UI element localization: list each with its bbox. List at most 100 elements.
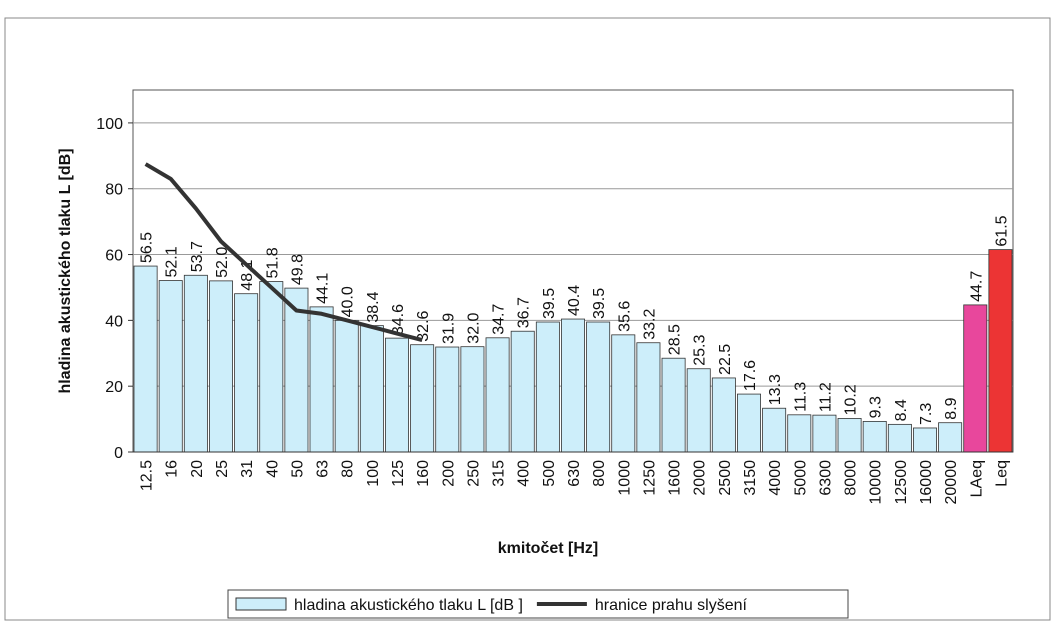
x-tick-label: 1600	[667, 460, 684, 496]
x-tick-label: 16	[164, 460, 181, 478]
bar	[359, 325, 384, 453]
x-tick-label: LAeq	[968, 460, 985, 497]
x-tick-label: 400	[516, 460, 533, 487]
x-tick-label: 20	[189, 460, 206, 478]
x-tick-label: 63	[315, 460, 332, 478]
y-axis-label: hladina akustického tlaku L [dB]	[57, 148, 74, 393]
data-label: 22.5	[717, 344, 734, 375]
data-label: 44.1	[315, 273, 332, 304]
bar	[913, 427, 937, 453]
data-label: 34.7	[491, 304, 508, 335]
bar	[636, 342, 661, 453]
x-tick-label: 1000	[616, 460, 633, 496]
bar	[209, 280, 233, 453]
x-tick-label: Leq	[993, 460, 1010, 487]
bar	[334, 319, 359, 453]
bar	[787, 414, 812, 453]
bar	[234, 293, 259, 453]
y-tick-label: 0	[114, 445, 123, 462]
data-label: 52.0	[214, 247, 231, 278]
line	[144, 162, 423, 343]
bar	[762, 407, 787, 453]
bar	[158, 280, 183, 453]
x-tick-label: 8000	[843, 460, 860, 496]
x-tick-label: 20000	[943, 460, 960, 505]
legend-label: hladina akustického tlaku L [dB ]	[294, 597, 523, 614]
x-tick-label: 250	[465, 460, 482, 487]
bar	[410, 344, 435, 453]
bar	[586, 321, 611, 453]
data-label: 28.5	[667, 324, 684, 355]
data-label: 44.7	[968, 271, 985, 302]
x-tick-label: 12500	[893, 460, 910, 505]
x-tick-label: 100	[365, 460, 382, 487]
bar	[561, 318, 585, 453]
y-tick-label: 40	[105, 313, 123, 330]
bar	[737, 393, 761, 453]
bar	[661, 357, 686, 453]
data-label: 32.6	[415, 310, 432, 341]
legend-swatch	[235, 597, 287, 611]
y-tick-label: 60	[105, 248, 123, 265]
data-label: 40.0	[340, 286, 357, 317]
bar	[535, 321, 560, 453]
x-tick-label: 31	[239, 460, 256, 478]
bar	[887, 423, 912, 453]
x-tick-label: 315	[491, 460, 508, 487]
data-label: 9.3	[868, 396, 885, 418]
bar	[435, 346, 460, 453]
bar	[510, 330, 535, 453]
data-label: 36.7	[516, 297, 533, 328]
data-label: 31.9	[440, 313, 457, 344]
x-tick-label: 2500	[717, 460, 734, 496]
data-label: 51.8	[264, 247, 281, 278]
bar	[963, 304, 988, 453]
data-label: 32.0	[465, 312, 482, 343]
data-label: 8.4	[893, 399, 910, 421]
data-label: 34.6	[390, 304, 407, 335]
x-tick-label: 6300	[817, 460, 834, 496]
data-label: 13.3	[767, 374, 784, 405]
x-tick-label: 2000	[692, 460, 709, 496]
bar	[938, 422, 963, 453]
bar	[460, 346, 485, 453]
legend-label: hranice prahu slyšení	[595, 597, 748, 614]
y-tick-label: 100	[96, 116, 123, 133]
data-label: 7.3	[918, 403, 935, 425]
bar	[711, 377, 736, 453]
data-label: 53.7	[189, 241, 206, 272]
x-tick-label: 800	[591, 460, 608, 487]
x-tick-label: 16000	[918, 460, 935, 505]
x-tick-label: 12.5	[139, 460, 156, 491]
bar	[812, 414, 837, 453]
bar	[309, 306, 334, 453]
data-label: 17.6	[742, 360, 759, 391]
data-label: 8.9	[943, 397, 960, 419]
bar	[183, 274, 208, 453]
bar	[259, 281, 284, 453]
x-tick-label: 5000	[792, 460, 809, 496]
x-tick-label: 50	[289, 460, 306, 478]
x-tick-label: 160	[415, 460, 432, 487]
x-tick-label: 125	[390, 460, 407, 487]
x-tick-label: 3150	[742, 460, 759, 496]
data-label: 35.6	[616, 301, 633, 332]
data-label: 33.2	[641, 308, 658, 339]
y-tick-label: 80	[105, 182, 123, 199]
bar	[837, 418, 862, 453]
y-tick-label: 20	[105, 379, 123, 396]
data-label: 39.5	[591, 288, 608, 319]
x-tick-label: 630	[566, 460, 583, 487]
x-tick-label: 10000	[868, 460, 885, 505]
bar	[611, 334, 636, 453]
data-label: 39.5	[541, 288, 558, 319]
x-tick-label: 4000	[767, 460, 784, 496]
data-label: 49.8	[289, 254, 306, 285]
data-label: 38.4	[365, 291, 382, 322]
data-label: 61.5	[993, 215, 1010, 246]
x-tick-label: 40	[264, 460, 281, 478]
x-tick-label: 1250	[641, 460, 658, 496]
data-label: 40.4	[566, 285, 583, 316]
x-tick-label: 200	[440, 460, 457, 487]
